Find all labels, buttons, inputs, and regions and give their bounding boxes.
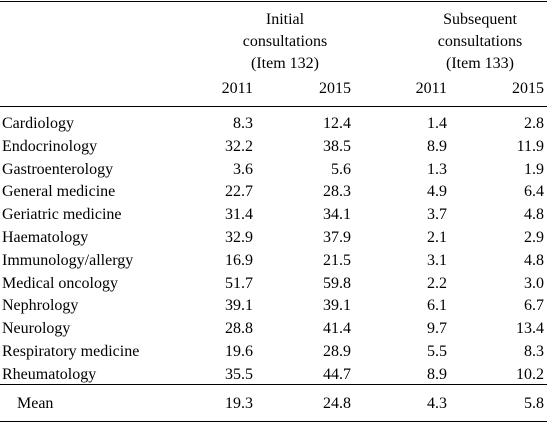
table-cell: 8.3 xyxy=(233,115,253,132)
table-cell: 35.5 xyxy=(225,365,253,383)
table-cell: 41.4 xyxy=(323,320,351,338)
subsequent-header-line-1: Subsequent xyxy=(443,11,517,28)
initial-consultations-header: Initial consultations (Item 132) xyxy=(205,9,365,75)
table-cell: 28.8 xyxy=(225,320,253,338)
row-label: Geriatric medicine xyxy=(2,206,122,224)
table-cell: 19.6 xyxy=(225,343,253,360)
row-label: Rheumatology xyxy=(2,365,97,383)
table-cell: 9.7 xyxy=(427,320,447,338)
mean-label: Mean xyxy=(17,395,54,412)
row-label: Cardiology xyxy=(2,115,74,132)
table-cell: 2.8 xyxy=(524,115,544,132)
table-cell: 6.4 xyxy=(524,183,544,201)
table-cell: 39.1 xyxy=(225,297,253,315)
mean-cell: 24.8 xyxy=(323,395,351,412)
table-cell: 8.9 xyxy=(427,365,447,383)
table-cell: 4.8 xyxy=(524,251,544,269)
row-label: Medical oncology xyxy=(2,274,118,292)
table-cell: 21.5 xyxy=(323,251,351,269)
initial-header-line-1: Initial xyxy=(265,11,305,28)
table-cell: 8.9 xyxy=(427,137,447,155)
table-cell: 13.4 xyxy=(516,320,544,338)
row-label: Endocrinology xyxy=(2,137,98,155)
table-cell: 31.4 xyxy=(225,206,253,224)
mean-cell: 4.3 xyxy=(427,395,447,412)
mean-rule xyxy=(0,384,547,385)
table-cell: 39.1 xyxy=(323,297,351,315)
header-rule xyxy=(0,106,547,107)
table-cell: 2.9 xyxy=(524,229,544,246)
table-cell: 3.7 xyxy=(427,206,447,224)
table-cell: 32.9 xyxy=(225,229,253,246)
table-cell: 28.9 xyxy=(323,343,351,360)
table-cell: 4.8 xyxy=(524,206,544,224)
year-header: 2011 xyxy=(415,80,447,97)
year-header: 2015 xyxy=(512,80,544,97)
table-cell: 16.9 xyxy=(225,251,253,269)
initial-header-line-2: consultations xyxy=(242,33,328,50)
table-cell: 34.1 xyxy=(323,206,351,224)
table-cell: 28.3 xyxy=(323,183,351,201)
top-rule xyxy=(0,1,547,2)
mean-cell: 5.8 xyxy=(524,395,544,412)
year-header: 2015 xyxy=(319,80,351,97)
row-label: Nephrology xyxy=(2,297,79,315)
table-cell: 12.4 xyxy=(323,115,351,132)
subsequent-header-line-2: consultations xyxy=(437,33,523,50)
table-cell: 38.5 xyxy=(323,137,351,155)
table-cell: 6.7 xyxy=(524,297,544,315)
table-cell: 44.7 xyxy=(323,365,351,383)
row-label: General medicine xyxy=(2,183,116,201)
table-cell: 11.9 xyxy=(516,137,544,155)
table-cell: 4.9 xyxy=(427,183,447,201)
row-label: Haematology xyxy=(2,229,89,246)
table-cell: 1.4 xyxy=(427,115,447,132)
table-cell: 5.5 xyxy=(427,343,447,360)
table-cell: 3.6 xyxy=(233,160,253,178)
table-cell: 2.1 xyxy=(427,229,447,246)
initial-header-line-3: (Item 132) xyxy=(251,55,319,72)
table-cell: 32.2 xyxy=(225,137,253,155)
subsequent-consultations-header: Subsequent consultations (Item 133) xyxy=(400,9,547,75)
table-cell: 22.7 xyxy=(225,183,253,201)
table-cell: 6.1 xyxy=(427,297,447,315)
table-cell: 51.7 xyxy=(225,274,253,292)
row-label: Respiratory medicine xyxy=(2,343,140,360)
table-cell: 1.9 xyxy=(524,160,544,178)
year-header: 2011 xyxy=(221,80,253,97)
mean-cell: 19.3 xyxy=(225,395,253,412)
table-cell: 1.3 xyxy=(427,160,447,178)
row-label: Neurology xyxy=(2,320,71,338)
table-cell: 8.3 xyxy=(524,343,544,360)
row-label: Immunology/allergy xyxy=(2,251,134,269)
table-cell: 3.1 xyxy=(427,251,447,269)
subsequent-header-line-3: (Item 133) xyxy=(446,55,514,72)
table-cell: 5.6 xyxy=(331,160,351,178)
table-cell: 37.9 xyxy=(323,229,351,246)
table-cell: 10.2 xyxy=(516,365,544,383)
bottom-rule xyxy=(0,421,547,422)
table-cell: 3.0 xyxy=(524,274,544,292)
row-label: Gastroenterology xyxy=(2,160,114,178)
table-cell: 59.8 xyxy=(323,274,351,292)
table-cell: 2.2 xyxy=(427,274,447,292)
